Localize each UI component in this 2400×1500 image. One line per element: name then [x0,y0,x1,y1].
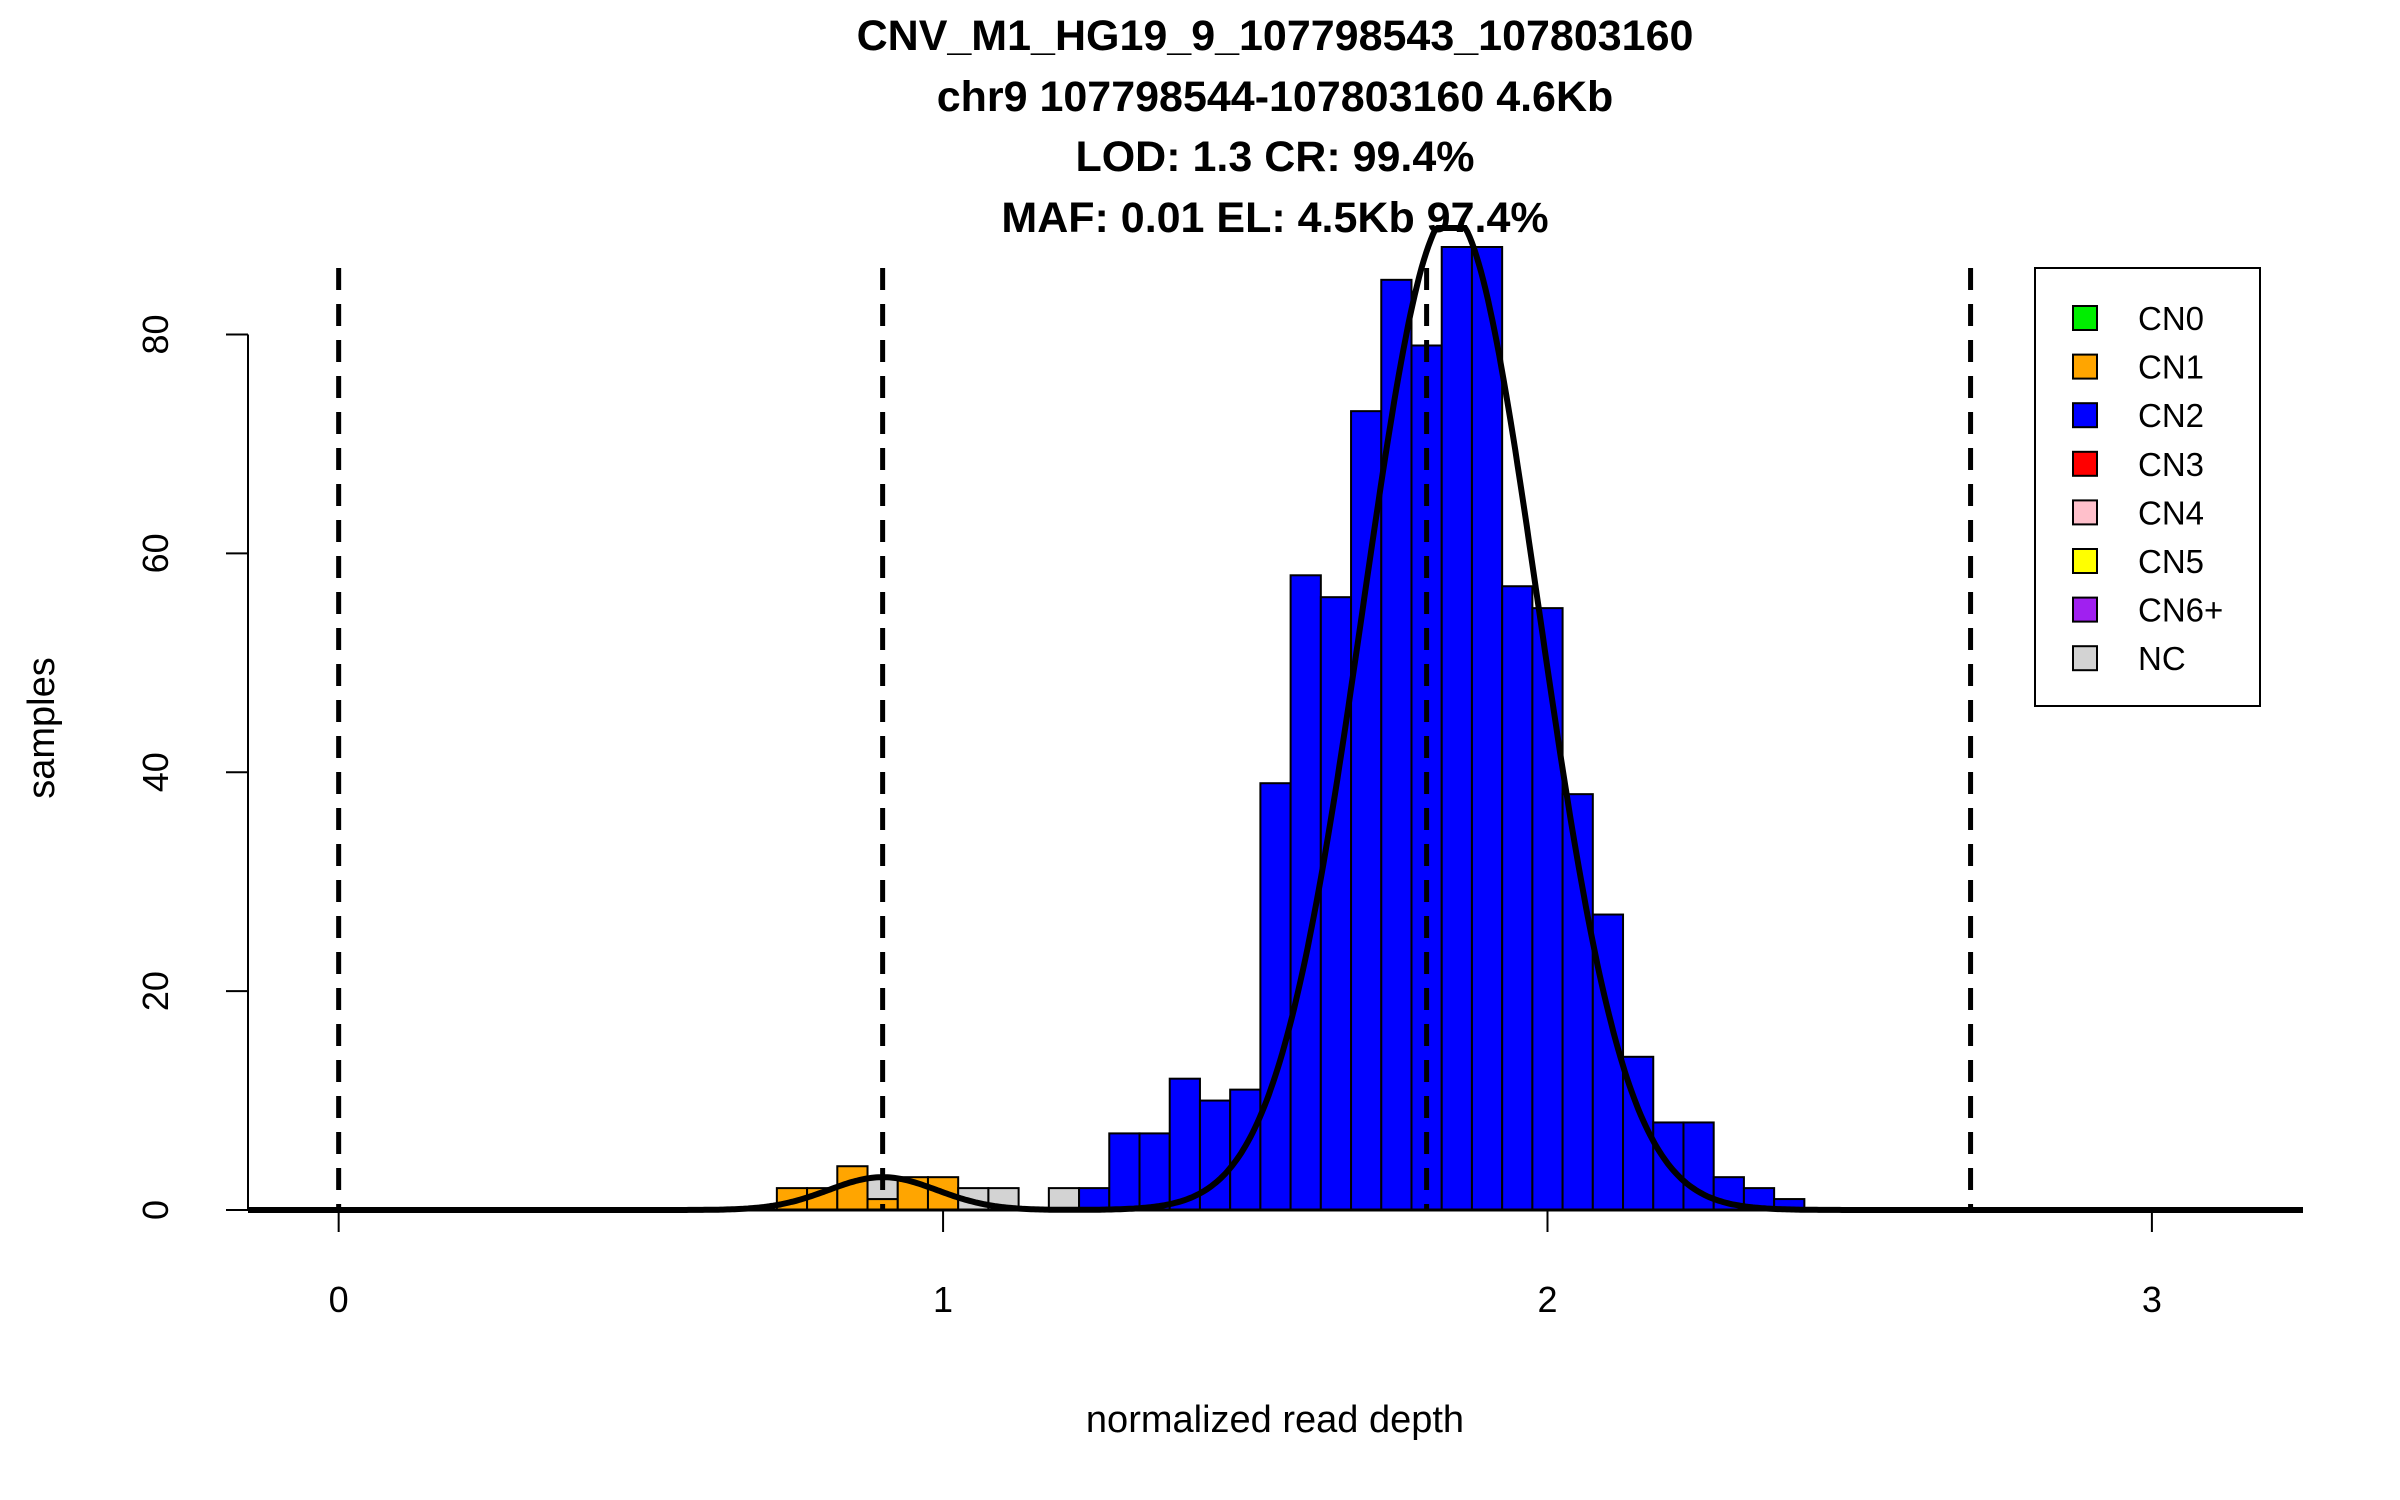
legend-label-7: NC [2138,640,2186,677]
bar-cn2-25 [1531,607,1564,1211]
bar-cn2-18 [1319,596,1353,1211]
legend-label-6: CN6+ [2138,592,2223,629]
x-tick-label-3: 3 [2142,1279,2162,1320]
bar-cn2-12 [1138,1132,1171,1211]
legend-label-5: CN5 [2138,543,2204,580]
title-line-2: chr9 107798544-107803160 4.6Kb [937,73,1614,121]
bar-cn2-16 [1259,782,1292,1211]
legend-swatch-4 [2072,499,2098,526]
x-axis-label: normalized read depth [1086,1399,1464,1441]
copy-number-thresholds [336,268,1974,1210]
y-axis: 0 20 40 60 80 [135,315,249,1220]
y-tick-label-3: 60 [135,533,176,573]
legend-label-4: CN4 [2138,494,2204,531]
bar-cn2-24 [1501,585,1534,1211]
y-tick-label-2: 40 [135,752,176,792]
bar-cn2-19 [1350,410,1383,1212]
title-line-1: CNV_M1_HG19_9_107798543_107803160 [857,12,1694,60]
bar-cn2-22 [1440,246,1473,1211]
legend-label-2: CN2 [2138,397,2204,434]
title-line-3: LOD: 1.3 CR: 99.4% [1075,133,1474,181]
legend-label-1: CN1 [2138,349,2204,386]
legend-swatch-0 [2072,305,2098,331]
legend-box [2034,267,2261,707]
y-tick-label-4: 80 [135,315,176,355]
x-axis: 0 1 2 3 [248,1208,2303,1320]
x-tick-label-1: 1 [933,1279,953,1320]
bar-cn2-13 [1168,1077,1201,1211]
legend-swatch-6 [2072,596,2098,623]
chart-title: CNV_M1_HG19_9_107798543_107803160 chr9 1… [857,12,1694,242]
legend-swatch-7 [2072,645,2098,672]
legend-swatch-1 [2072,353,2098,380]
x-tick-label-2: 2 [1537,1279,1557,1320]
legend-label-0: CN0 [2138,300,2204,337]
y-tick-label-0: 0 [135,1200,176,1220]
y-axis-label: samples [21,657,63,799]
legend-swatch-5 [2072,548,2098,574]
legend-swatch-2 [2072,402,2098,429]
histogram-bars [775,246,1806,1212]
legend-label-3: CN3 [2138,446,2204,483]
legend-swatch-3 [2072,450,2098,477]
legend: CN0 CN1 CN2 CN3 CN4 CN5 CN6+ NC [2034,267,2261,707]
y-tick-label-1: 20 [135,971,176,1011]
bar-cn2-11 [1108,1132,1141,1211]
bar-cn2-20 [1380,278,1413,1212]
title-line-4: MAF: 0.01 EL: 4.5Kb 97.4% [1001,194,1548,242]
x-tick-label-0: 0 [329,1279,349,1320]
bar-cn2-23 [1470,246,1504,1211]
